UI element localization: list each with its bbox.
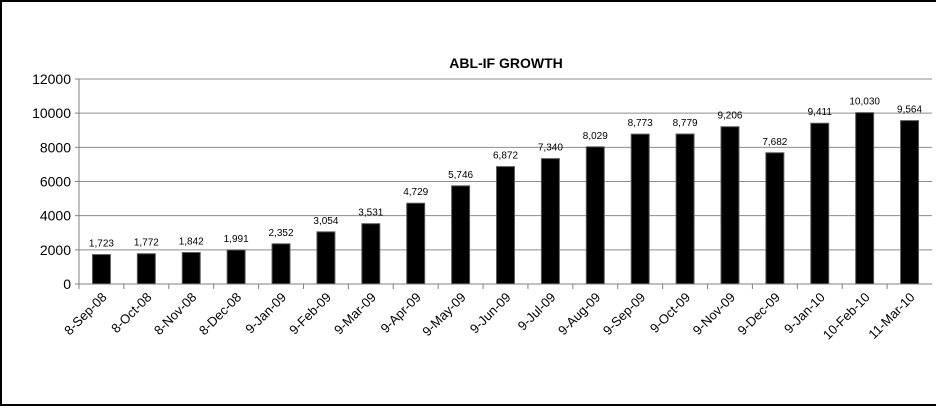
y-tick-label: 12000 — [32, 71, 71, 87]
bar — [900, 120, 920, 285]
bar — [406, 202, 426, 285]
data-label: 1,772 — [134, 238, 159, 249]
y-tick-label: 4000 — [40, 208, 71, 224]
x-tick-label: 9-Jan-10 — [781, 290, 828, 337]
bar — [91, 254, 111, 285]
data-label: 7,340 — [538, 143, 563, 154]
y-axis-tick-labels: 0 2000 4000 6000 8000 10000 12000 — [32, 71, 71, 292]
bar — [810, 122, 830, 285]
data-label: 6,872 — [493, 151, 518, 162]
data-label: 7,682 — [762, 137, 787, 148]
x-tick-label: 9-Dec-09 — [735, 290, 783, 338]
x-tick-label: 11-Mar-10 — [865, 290, 917, 342]
x-tick-label: 9-Apr-09 — [377, 290, 423, 336]
data-label: 4,729 — [403, 187, 428, 198]
y-tick-label: 10000 — [32, 105, 71, 121]
x-tick-label: 8-Nov-08 — [151, 290, 199, 338]
data-label: 9,206 — [717, 111, 742, 122]
bar — [765, 152, 785, 285]
x-tick-label: 9-Oct-09 — [647, 290, 693, 336]
bar — [361, 223, 381, 285]
data-label: 1,842 — [179, 237, 204, 248]
data-label: 1,991 — [224, 234, 249, 245]
data-label: 3,531 — [358, 208, 383, 219]
y-tick-label: 6000 — [40, 174, 71, 190]
y-tick-label: 2000 — [40, 242, 71, 258]
x-tick-label: 8-Oct-08 — [108, 290, 154, 336]
x-axis-tick-labels: 8-Sep-088-Oct-088-Nov-088-Dec-089-Jan-09… — [61, 290, 918, 343]
bar — [720, 126, 740, 285]
data-label: 8,029 — [583, 131, 608, 142]
bar — [181, 252, 201, 285]
data-label: 3,054 — [313, 216, 338, 227]
y-tick-label: 0 — [63, 276, 71, 292]
x-tick-label: 8-Sep-08 — [61, 290, 109, 338]
bar — [585, 146, 605, 285]
bar — [540, 158, 560, 285]
data-label: 5,746 — [448, 170, 473, 181]
axes — [75, 78, 932, 289]
x-tick-label: 9-Feb-09 — [286, 290, 334, 338]
x-tick-label: 9-Sep-09 — [600, 290, 648, 338]
y-tick-label: 8000 — [40, 139, 71, 155]
bar — [675, 133, 695, 285]
bar — [136, 253, 156, 285]
chart-title: ABL-IF GROWTH — [449, 55, 563, 71]
bar — [496, 166, 515, 285]
data-label: 8,779 — [673, 118, 698, 129]
bars — [91, 112, 920, 285]
bar — [855, 112, 875, 285]
x-tick-label: 10-Feb-10 — [820, 290, 873, 343]
x-tick-label: 8-Dec-08 — [196, 290, 244, 338]
data-labels: 1,723 1,772 1,842 1,991 2,352 3,054 3,531 4,729… — [89, 97, 923, 250]
bar — [226, 249, 246, 285]
bar — [451, 185, 471, 285]
data-label: 9,411 — [808, 107, 833, 118]
data-label: 8,773 — [628, 118, 653, 129]
bar — [316, 231, 336, 285]
x-tick-label: 9-Nov-09 — [690, 290, 738, 338]
data-label: 9,564 — [897, 105, 922, 116]
x-tick-label: 9-May-09 — [419, 290, 468, 339]
x-tick-label: 9-Jan-09 — [242, 290, 289, 337]
x-tick-label: 9-Mar-09 — [331, 290, 379, 338]
x-tick-label: 9-Jun-09 — [467, 290, 514, 337]
bar — [271, 243, 291, 285]
data-label: 2,352 — [269, 228, 294, 239]
data-label: 1,723 — [89, 239, 114, 250]
x-tick-label: 9-Aug-09 — [555, 290, 603, 338]
data-label: 10,030 — [849, 97, 880, 108]
bar — [630, 133, 650, 285]
x-tick-label: 9-Jul-09 — [515, 290, 559, 334]
